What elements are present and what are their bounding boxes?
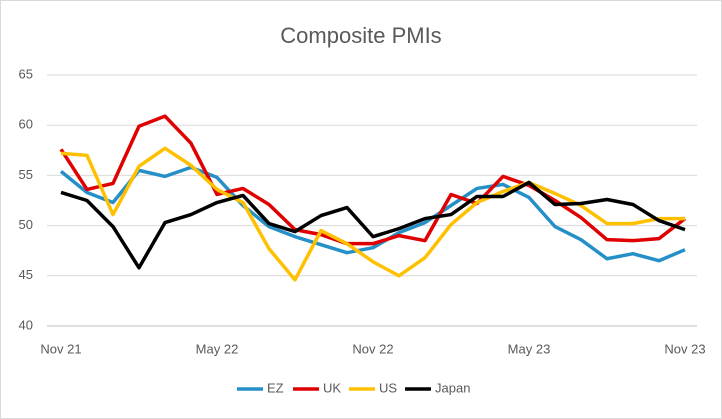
x-tick-label: Nov 22 — [352, 341, 393, 356]
y-tick-label: 60 — [19, 117, 33, 132]
series-line — [59, 165, 686, 263]
y-tick-label: 50 — [19, 217, 33, 232]
x-tick-label: May 22 — [196, 341, 239, 356]
x-tick-label: Nov 23 — [664, 341, 705, 356]
y-tick-label: 45 — [19, 267, 33, 282]
legend-label: US — [379, 380, 397, 395]
chart-title: Composite PMIs — [280, 23, 441, 48]
series-line — [60, 146, 685, 282]
y-tick-label: 55 — [19, 167, 33, 182]
legend-label: UK — [323, 380, 341, 395]
y-tick-label: 65 — [19, 66, 33, 81]
y-tick-label: 40 — [19, 317, 33, 332]
legend-label: Japan — [435, 380, 470, 395]
x-tick-label: Nov 21 — [40, 341, 81, 356]
series-line — [59, 114, 687, 246]
legend-label: EZ — [267, 380, 284, 395]
x-tick-label: May 23 — [508, 341, 551, 356]
series-line — [60, 180, 686, 270]
